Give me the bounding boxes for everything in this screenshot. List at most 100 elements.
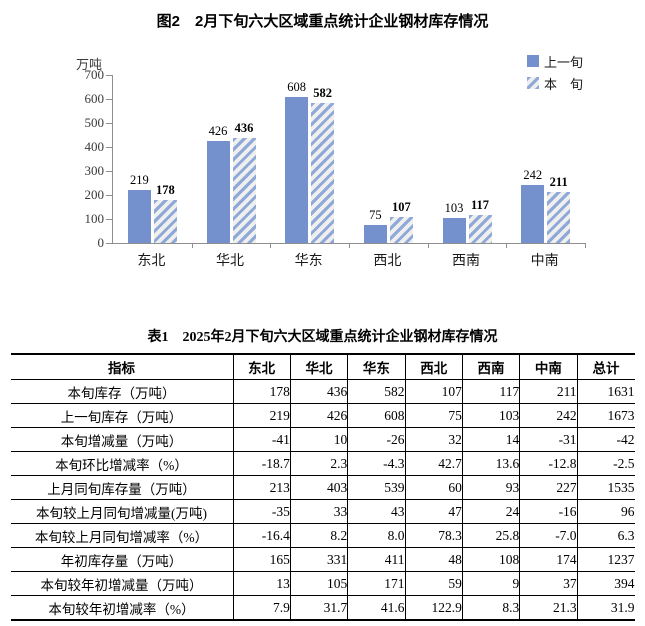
table-cell: 33 [289, 499, 349, 524]
table-cell: -18.7 [232, 451, 291, 476]
x-axis-tick-mark [349, 243, 350, 248]
table-row-label: 上月同旬库存量（万吨） [10, 475, 234, 500]
table-cell: 8.3 [461, 595, 521, 621]
bar-previous-period: 242 [521, 168, 545, 243]
y-axis-tick-label: 500 [84, 115, 105, 130]
table-col-header: 华东 [347, 353, 406, 380]
table-row-label: 本旬较年初增减率（%） [10, 595, 234, 621]
table-col-header: 华北 [289, 353, 349, 380]
legend-label-previous-period: 上一旬 [544, 54, 584, 70]
table-cell: 9 [461, 571, 521, 596]
table-cell: 6.3 [576, 523, 635, 548]
x-axis-tick-mark [427, 243, 429, 248]
table-cell: 8.2 [289, 523, 349, 548]
x-axis-category-label: 东北 [137, 254, 166, 269]
table-cell: -7.0 [519, 523, 578, 548]
table-cell: 2.3 [289, 451, 349, 476]
table-row-label: 本旬较年初增减量（万吨） [10, 571, 234, 596]
table-cell: -35 [232, 499, 291, 524]
table-cell: -12.8 [519, 451, 578, 476]
table-cell: 122.9 [404, 595, 463, 621]
legend-item-current-period: 本 旬 [527, 76, 583, 92]
table-cell: 117 [461, 379, 521, 404]
table-cell: 24 [461, 499, 521, 524]
table-cell: -16 [519, 499, 578, 524]
x-axis-category-label: 中南 [530, 254, 559, 269]
y-axis-tick-label: 0 [97, 235, 105, 250]
y-axis-unit-label: 万吨 [76, 57, 103, 72]
table-cell: 165 [232, 547, 291, 572]
table-cell: 403 [289, 475, 349, 500]
table-row: 本旬较年初增减率（%） 7.9 31.7 41.6 122.9 8.3 21.3 31.9 [10, 595, 635, 621]
bar-value-label: 75 [369, 208, 382, 222]
table-row-label: 本旬库存（万吨） [10, 379, 234, 404]
y-axis-tick-label: 200 [84, 187, 105, 202]
bar-value-label: 219 [129, 173, 149, 188]
bar-group: 103 117 [428, 75, 507, 243]
x-axis-category-label: 西北 [373, 254, 402, 269]
inventory-table: 指标 东北 华北 华东 西北 西南 中南 总计 本旬库存（万吨） 178 436 582 107 117… [10, 353, 635, 621]
table-row: 本旬较上月同旬增减率（%） -16.4 8.2 8.0 78.3 25.8 -7.0 6.3 [10, 523, 635, 548]
table-cell: 211 [519, 379, 578, 404]
table-row: 本旬较年初增减量（万吨） 13 105 171 59 9 37 394 [10, 571, 635, 596]
table-cell: 411 [347, 547, 406, 572]
y-axis-tick-label: 600 [84, 91, 105, 106]
table-cell: 108 [461, 547, 521, 572]
bar-value-label: 242 [523, 167, 543, 182]
table-cell: 1535 [576, 475, 635, 500]
table-cell: 41.6 [347, 595, 406, 621]
x-axis-tick-mark [191, 243, 193, 248]
table-row: 本旬库存（万吨） 178 436 582 107 117 211 1631 [10, 379, 635, 404]
bar-previous-period: 608 [285, 80, 309, 243]
table-row-label: 上一旬库存（万吨） [10, 403, 234, 428]
y-axis-tick-mark [106, 75, 112, 76]
bar-current-period: 178 [153, 183, 177, 243]
bar-previous-period: 103 [442, 201, 466, 243]
bar-value-label: 107 [391, 200, 411, 215]
table-cell: 171 [347, 571, 406, 596]
table-cell: -26 [347, 427, 406, 452]
table-cell: 331 [289, 547, 349, 572]
table-cell: 31.7 [289, 595, 349, 621]
y-axis-tick-label: 400 [84, 139, 105, 154]
chart-legend: 上一旬 本 旬 [527, 54, 583, 98]
table-row: 上一旬库存（万吨） 219 426 608 75 103 242 1673 [10, 403, 635, 428]
table-title: 表1 2025年2月下旬六大区域重点统计企业钢材库存情况 [147, 330, 498, 345]
x-axis-category-label: 西南 [451, 254, 480, 269]
table-col-header: 总计 [576, 353, 635, 380]
bar-value-label: 582 [313, 86, 333, 101]
table-cell: 582 [347, 379, 406, 404]
table-cell: -2.5 [576, 451, 635, 476]
table-cell: -42 [576, 427, 635, 452]
table-cell: 14 [461, 427, 521, 452]
bar-current-period: 582 [311, 86, 335, 243]
x-axis-category-label: 华东 [294, 254, 323, 269]
bar-value-label: 211 [549, 175, 568, 190]
y-axis-tick-label: 700 [84, 67, 105, 82]
table-row: 本旬环比增减率（%） -18.7 2.3 -4.3 42.7 13.6 -12.8 -2.5 [10, 451, 635, 476]
x-axis-tick-mark [506, 243, 508, 248]
x-axis-tick-mark [270, 243, 272, 248]
table-cell: 43 [347, 499, 406, 524]
table-header-row: 指标 东北 华北 华东 西北 西南 中南 总计 [10, 353, 635, 380]
table-cell: 1631 [576, 379, 635, 404]
table-cell: 31.9 [576, 595, 635, 621]
table-col-header: 中南 [519, 353, 578, 380]
y-axis-tick-mark [106, 123, 112, 124]
table-cell: 242 [519, 403, 578, 428]
table-cell: 1237 [576, 547, 635, 572]
table-cell: -31 [519, 427, 578, 452]
table-cell: 1673 [576, 403, 635, 428]
table-cell: 42.7 [404, 451, 463, 476]
table-row: 上月同旬库存量（万吨） 213 403 539 60 93 227 1535 [10, 475, 635, 500]
bar-value-label: 608 [287, 80, 307, 95]
table-cell: 178 [232, 379, 291, 404]
table-cell: 48 [404, 547, 463, 572]
y-axis-tick-mark [106, 243, 112, 244]
table-row-label: 本旬环比增减率（%） [10, 451, 234, 476]
bar-value-label: 178 [155, 183, 175, 198]
bars-container: 219 178 426 436 608 582 75 107 103 117 242 211 [113, 75, 585, 243]
table-col-header: 指标 [10, 353, 234, 380]
figure-title: 图2 2月下旬六大区域重点统计企业钢材库存情况 [156, 13, 489, 30]
table-cell: 13 [232, 571, 291, 596]
